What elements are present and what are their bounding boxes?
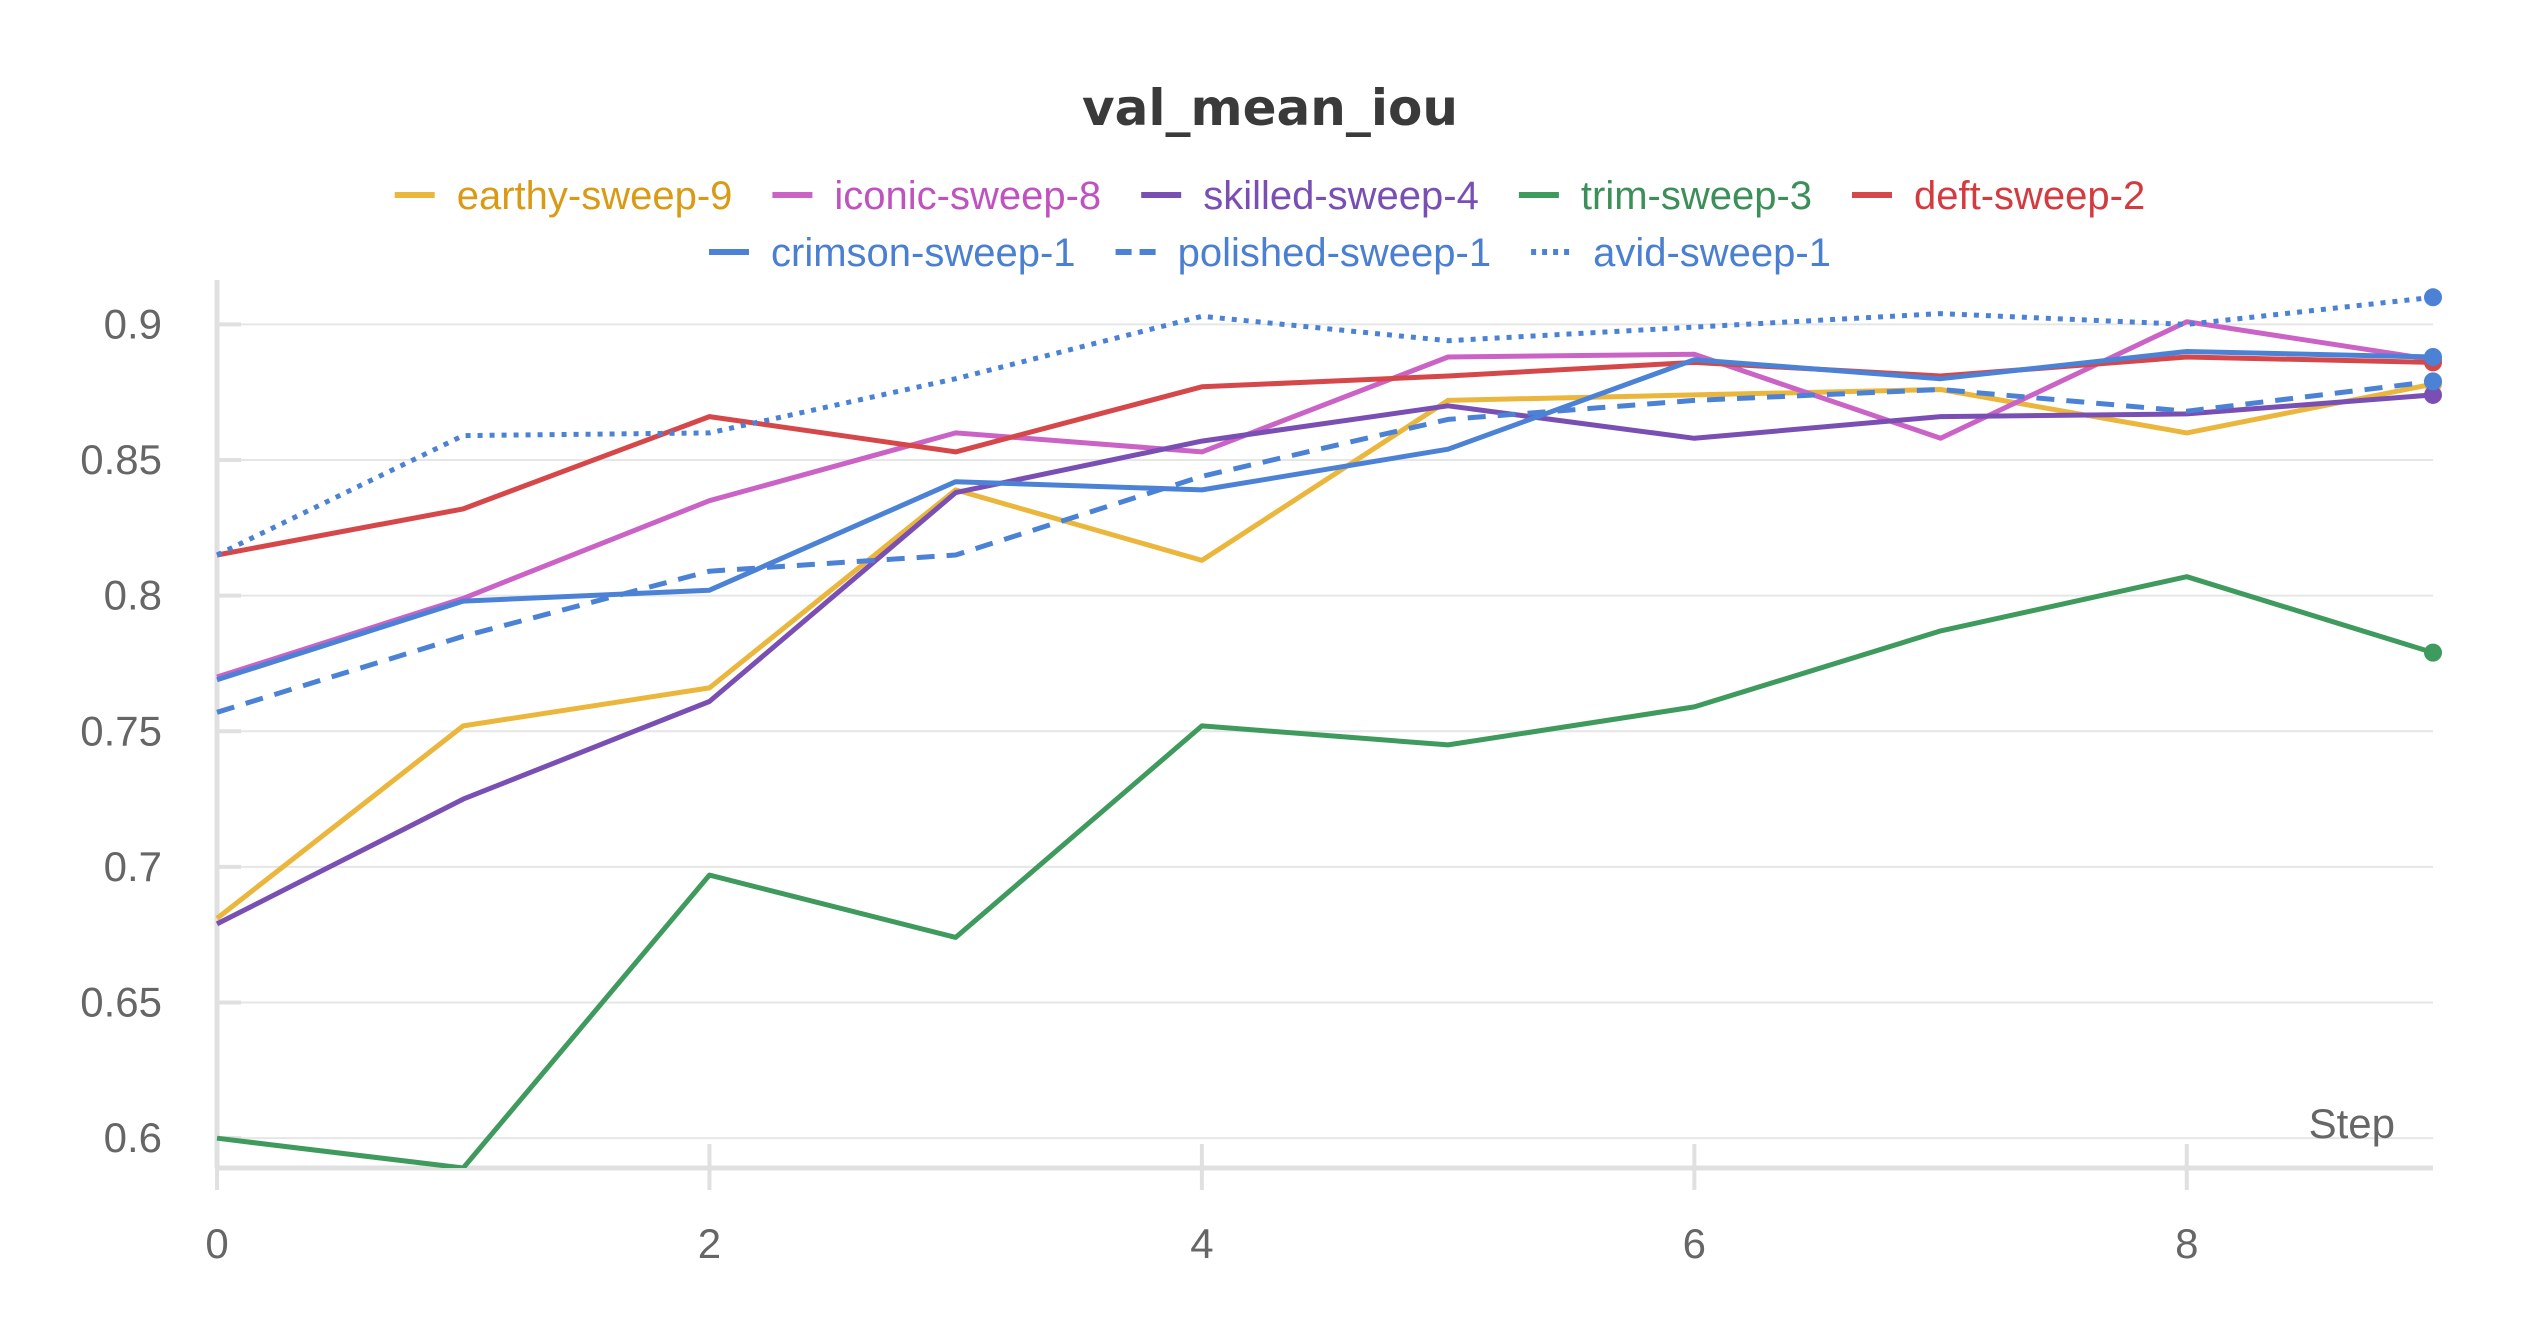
y-tick-label: 0.6 xyxy=(104,1114,162,1161)
legend-item: crimson-sweep-1 xyxy=(709,231,1076,275)
series-line-avid-sweep-1 xyxy=(215,294,2434,558)
legend-label: iconic-sweep-8 xyxy=(834,174,1101,218)
series-line-polished-sweep-1 xyxy=(216,378,2434,715)
x-tick-label: 8 xyxy=(2175,1220,2198,1267)
series-end-point xyxy=(2424,643,2442,662)
x-axis-label: Step xyxy=(2309,1100,2395,1147)
x-tick-label: 0 xyxy=(205,1220,228,1267)
series-line-earthy-sweep-9 xyxy=(215,381,2434,921)
legend-label: crimson-sweep-1 xyxy=(771,231,1076,275)
y-tick-label: 0.8 xyxy=(104,572,162,619)
legend-item: iconic-sweep-8 xyxy=(772,174,1101,218)
axes: 0.6 0.65 0.7 0.75 0.8 0.85 0.9 0 2 4 6 8 xyxy=(80,280,2433,1267)
series-line-skilled-sweep-4 xyxy=(215,392,2434,927)
series-lines xyxy=(215,288,2442,1168)
x-tick-label: 4 xyxy=(1190,1220,1213,1267)
y-tick-label: 0.7 xyxy=(104,843,162,890)
x-tick-label: 6 xyxy=(1683,1220,1706,1267)
legend-label: earthy-sweep-9 xyxy=(457,174,733,218)
series-end-point xyxy=(2424,385,2442,404)
legend-label: avid-sweep-1 xyxy=(1593,231,1831,275)
y-tick-label: 0.75 xyxy=(80,707,162,754)
legend-item: avid-sweep-1 xyxy=(1531,231,1831,275)
series-line-trim-sweep-3 xyxy=(216,574,2434,1168)
series-end-point xyxy=(2424,347,2442,366)
legend-label: deft-sweep-2 xyxy=(1914,174,2145,218)
legend-item: trim-sweep-3 xyxy=(1518,174,1812,218)
y-tick-label: 0.65 xyxy=(80,979,162,1026)
chart-title: val_mean_iou xyxy=(1082,79,1458,137)
legend-item: skilled-sweep-4 xyxy=(1141,174,1479,218)
series-line-deft-sweep-2 xyxy=(216,354,2434,558)
legend-item: deft-sweep-2 xyxy=(1852,174,2145,218)
series-line-iconic-sweep-8 xyxy=(216,319,2434,680)
series-end-point xyxy=(2424,372,2442,391)
legend-label: trim-sweep-3 xyxy=(1581,174,1812,218)
series-end-point xyxy=(2424,288,2442,307)
legend-item: polished-sweep-1 xyxy=(1115,231,1492,275)
legend-item: earthy-sweep-9 xyxy=(394,174,733,218)
legend-label: polished-sweep-1 xyxy=(1178,231,1492,275)
legend-label: skilled-sweep-4 xyxy=(1203,174,1479,218)
series-line-crimson-sweep-1 xyxy=(216,349,2434,683)
x-tick-label: 2 xyxy=(698,1220,721,1267)
legend: earthy-sweep-9 iconic-sweep-8 skilled-swee… xyxy=(394,174,2145,275)
y-tick-label: 0.85 xyxy=(80,436,162,483)
y-tick-label: 0.9 xyxy=(104,300,162,347)
